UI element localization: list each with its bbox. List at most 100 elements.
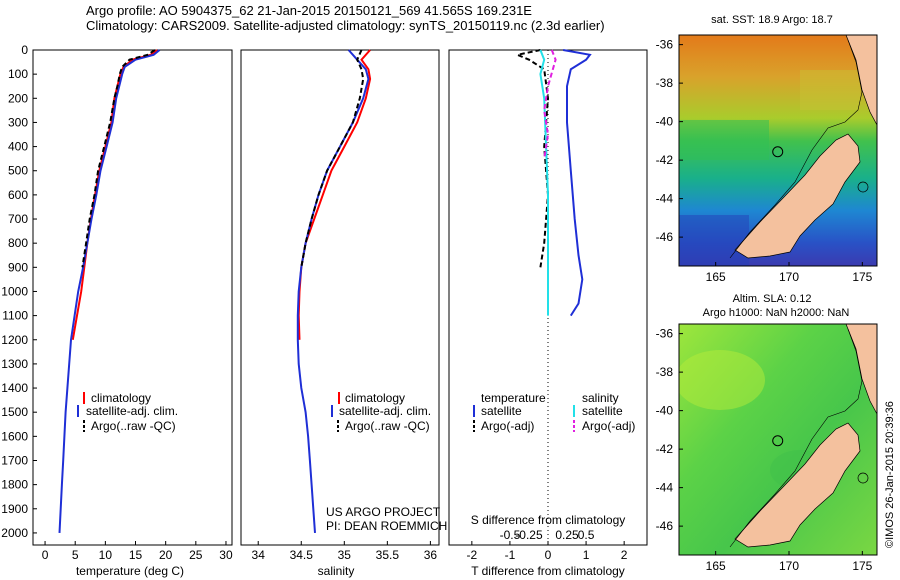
sst-map-title: sat. SST: 18.9 Argo: 18.7 [711,14,833,26]
salinity-series [296,49,372,533]
sla-map-axis-ticks: 165 170 175 -36 -38 -40 -42 -44 -46 [656,327,873,573]
legend-satellite-label: satellite-adj. clim. [86,404,178,418]
longitude-tick-label: 165 [706,559,726,573]
depth-axis-tick-label: 800 [8,236,28,250]
salinity-axis-tick-label: 36 [424,548,438,562]
salinity-axis-tick-label: 34.5 [290,548,314,562]
legend-t-satellite-label: satellite [481,404,522,418]
depth-axis-tick-label: 700 [8,212,28,226]
latitude-tick-label: -42 [656,153,674,167]
series-line-salinity-argo-adj- [543,49,557,159]
chatham-rise-contour [857,181,869,193]
series-line-satellite-adj-clim- [58,49,161,533]
isobath-contour [729,39,863,259]
climatology-title: Climatology: CARS2009. Satellite-adjuste… [86,18,605,33]
s-difference-axis-tick-label: 0.5 [578,528,595,542]
series-line-argo-raw-qc- [81,49,156,268]
temperature-axis-tick-label: 20 [159,548,173,562]
temperature-axis-tick-label: 25 [189,548,203,562]
salinity-axis-tick-label: 35.5 [376,548,400,562]
longitude-tick-label: 170 [779,559,799,573]
series-line-satellite-adj-clim- [296,49,370,533]
latitude-tick-label: -46 [656,519,674,533]
temperature-axis-tick-label: 0 [42,548,49,562]
temperature-series [58,49,161,533]
series-line-temperature-argo-adj- [514,49,550,268]
longitude-tick-label: 175 [852,559,872,573]
depth-axis-tick-label: 600 [8,188,28,202]
depth-axis-ticks: 0 100 200 300 400 500 600 700 800 900 1000 1100 1200… [1,43,37,540]
latitude-tick-label: -44 [656,192,674,206]
t-difference-axis-tick-label: -2 [467,548,478,562]
sla-map-subtitle: Argo h1000: NaN h2000: NaN [703,307,850,319]
sla-map-title: Altim. SLA: 0.12 [733,293,812,305]
sst-map-frame [678,34,878,267]
s-difference-axis-tick-label: -0.25 [515,528,543,542]
latitude-tick-label: -36 [656,327,674,341]
legend-temperature-heading: temperature [481,391,546,405]
temperature-axis-tick-label: 15 [129,548,143,562]
temperature-panel: 0100200300400500600700800900100011001200… [1,43,233,578]
latitude-tick-label: -40 [656,115,674,129]
legend-climatology-label: climatology [91,391,151,405]
salinity-axis-tick-label: 34 [252,548,266,562]
salinity-axis-label: salinity [318,564,355,578]
s-difference-axis-ticks: -0.5-0.25 0.25 0.5 [500,528,595,542]
difference-legend: temperature satellite Argo(-adj) salinit… [473,391,635,433]
salinity-axis-ticks: 34 34.5 35 35.5 36 [252,541,438,562]
depth-axis-tick-label: 1300 [1,357,28,371]
latitude-tick-label: -44 [656,481,674,495]
depth-axis-tick-label: 1800 [1,478,28,492]
depth-axis-tick-label: 300 [8,115,28,129]
difference-panel: -2 -1 0 1 2 -0.5-0.25 0.25 0.5 S difference fr… [448,49,648,578]
depth-axis-tick-label: 2000 [1,526,28,540]
temperature-axis-tick-label: 5 [72,548,79,562]
s-difference-axis-tick-label: -0.5 [500,528,521,542]
latitude-tick-label: -40 [656,404,674,418]
temperature-axis-tick-label: 10 [99,548,113,562]
t-difference-axis-label: T difference from climatology [471,564,625,578]
depth-axis-tick-label: 1000 [1,284,28,298]
depth-axis-tick-label: 0 [21,43,28,57]
salinity-axis-tick-label: 35 [338,548,352,562]
temperature-axis-label: temperature (deg C) [76,564,184,578]
south-island-landmass [734,133,861,259]
figure-header: Argo profile: AO 5904375_62 21-Jan-2015 … [86,3,605,33]
depth-axis-tick-label: 1400 [1,381,28,395]
s-difference-axis-tick-label: 0.25 [555,528,579,542]
latitude-tick-label: -38 [656,365,674,379]
depth-axis-tick-label: 1600 [1,429,28,443]
salinity-plot-area [240,49,440,546]
depth-axis-tick-label: 1500 [1,405,28,419]
salinity-panel: 34 34.5 35 35.5 36 salinity climatology sate… [240,49,447,578]
longitude-tick-label: 175 [852,270,872,284]
depth-axis-tick-label: 1100 [2,309,28,323]
isobath-contour [729,328,863,548]
temperature-axis-ticks: 0 5 10 15 20 25 30 [42,541,233,562]
sst-map-field [679,35,877,266]
series-line-temperature-satellite [563,49,592,317]
sla-map-field [679,324,877,555]
imos-timestamp: ©IMOS 26-Jan-2015 20:39:36 [884,401,896,548]
longitude-tick-label: 165 [706,270,726,284]
depth-axis-tick-label: 1900 [1,502,28,516]
latitude-tick-label: -42 [656,442,674,456]
longitude-tick-label: 170 [779,270,799,284]
sla-map-frame [678,323,878,556]
t-difference-axis-tick-label: 1 [583,548,590,562]
legend-s-satellite-label: satellite [582,404,623,418]
depth-axis-tick-label: 1700 [1,453,28,467]
latitude-tick-label: -36 [656,38,674,52]
depth-axis-tick-label: 100 [8,67,28,81]
legend-argo-label: Argo(..raw -QC) [91,419,176,433]
legend-t-argo-label: Argo(-adj) [481,419,534,433]
temperature-plot-area [32,49,233,546]
t-difference-axis-tick-label: 0 [545,548,552,562]
argo-float-marker [772,435,784,447]
s-difference-axis-label: S difference from climatology [471,513,626,527]
temperature-legend: climatology satellite-adj. clim. Argo(..… [77,391,178,433]
t-difference-axis-tick-label: 2 [621,548,628,562]
salinity-legend: climatology satellite-adj. clim. Argo(..… [331,391,431,433]
profile-title: Argo profile: AO 5904375_62 21-Jan-2015 … [86,3,532,18]
sst-map-axis-ticks: 165 170 175 -36 -38 -40 -42 -44 -46 [656,38,873,284]
